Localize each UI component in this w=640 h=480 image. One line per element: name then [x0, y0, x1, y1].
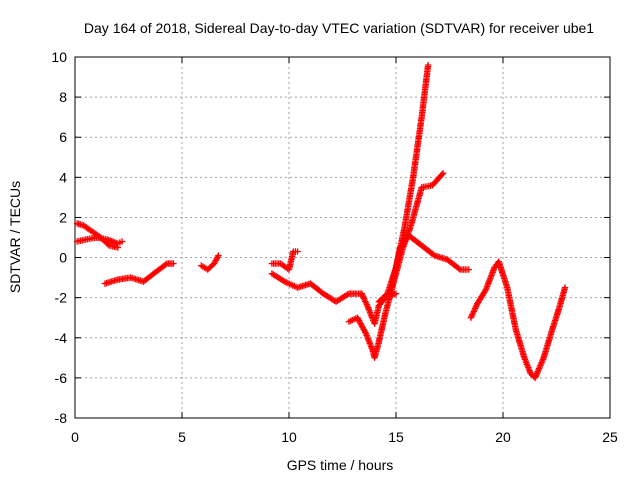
axis-ticks: 0 5 10 15 20 25 -8 -6 -4 -2 0 2 4 6 8 10 — [51, 49, 618, 445]
data-point-trail — [355, 316, 369, 336]
data-point — [118, 238, 126, 245]
data-point-trail — [129, 274, 146, 285]
data-point-trail — [376, 312, 389, 344]
data-point-trail — [296, 280, 312, 291]
x-tick-label: 15 — [388, 429, 404, 445]
series-arc4 — [198, 252, 222, 273]
series-arc3 — [101, 260, 177, 287]
data-point-trail — [532, 356, 547, 380]
data-point-trail — [359, 292, 371, 310]
data-point-trail — [445, 257, 463, 272]
data-point-trail — [382, 288, 395, 316]
data-point-trail — [475, 287, 489, 306]
y-tick-label: 4 — [59, 169, 67, 185]
data-point-trail — [504, 286, 519, 332]
y-tick-label: -6 — [55, 370, 68, 386]
data-point-trail — [540, 328, 555, 360]
series-arc1 — [73, 220, 121, 251]
data-point-trail — [549, 308, 562, 332]
series-arc5 — [268, 248, 301, 273]
data-point-trail — [401, 175, 416, 230]
data-point-trail — [199, 263, 210, 272]
data-point — [215, 252, 222, 259]
y-tick-label: 10 — [51, 49, 67, 65]
data-point-trail — [286, 250, 297, 272]
data-point-trail — [165, 260, 175, 267]
data-point-trail — [430, 171, 446, 188]
y-tick-label: 6 — [59, 129, 67, 145]
data-point — [170, 260, 177, 267]
data-point-trail — [410, 115, 425, 179]
y-tick-label: -2 — [55, 290, 68, 306]
data-points — [73, 61, 569, 382]
series-arc9 — [388, 232, 472, 291]
data-point-trail — [141, 269, 159, 284]
data-point-trail — [468, 302, 480, 320]
y-axis-label: SDTVAR / TECUs — [7, 181, 23, 293]
y-tick-label: -8 — [55, 410, 68, 426]
x-axis-label: GPS time / hours — [287, 457, 394, 473]
data-point-trail — [81, 223, 94, 234]
data-point-trail — [278, 261, 291, 272]
data-point-trail — [205, 261, 216, 272]
data-point — [392, 290, 400, 297]
data-point-trail — [270, 271, 287, 284]
data-point-trail — [483, 266, 497, 292]
data-point-trail — [513, 328, 528, 360]
y-tick-label: 2 — [59, 209, 67, 225]
data-point-trail — [75, 220, 86, 229]
plot-frame — [74, 56, 611, 419]
x-tick-label: 25 — [602, 429, 618, 445]
series-arc10 — [467, 258, 569, 382]
series-arc8 — [375, 61, 432, 305]
data-point — [465, 266, 472, 273]
data-point-trail — [529, 372, 537, 380]
x-tick-label: 0 — [71, 429, 79, 445]
data-point-trail — [408, 185, 425, 228]
data-point-trail — [419, 243, 437, 258]
data-point-trail — [555, 286, 568, 312]
data-point-trail — [363, 332, 375, 352]
data-point — [424, 61, 432, 69]
y-tick-label: -4 — [55, 330, 68, 346]
data-point — [561, 284, 569, 291]
data-point-trail — [103, 276, 120, 287]
data-point-trail — [418, 63, 432, 119]
data-point-trail — [496, 259, 510, 290]
data-point-trail — [211, 254, 221, 266]
x-tick-label: 10 — [281, 429, 297, 445]
data-point-trail — [347, 315, 359, 325]
y-tick-label: 8 — [59, 89, 67, 105]
data-point — [294, 248, 301, 255]
data-point-trail — [154, 261, 169, 274]
data-point-trail — [334, 291, 351, 304]
data-point-trail — [376, 291, 390, 304]
x-tick-label: 5 — [178, 429, 186, 445]
y-tick-label: 0 — [59, 250, 67, 266]
data-point-trail — [388, 245, 404, 290]
data-point-trail — [371, 304, 382, 326]
data-point — [439, 170, 447, 177]
series-arc2 — [73, 234, 126, 247]
x-tick-label: 20 — [495, 429, 511, 445]
chart-title: Day 164 of 2018, Sidereal Day-to-day VTE… — [84, 20, 594, 36]
data-point-trail — [406, 233, 424, 248]
data-point-trail — [308, 281, 326, 296]
